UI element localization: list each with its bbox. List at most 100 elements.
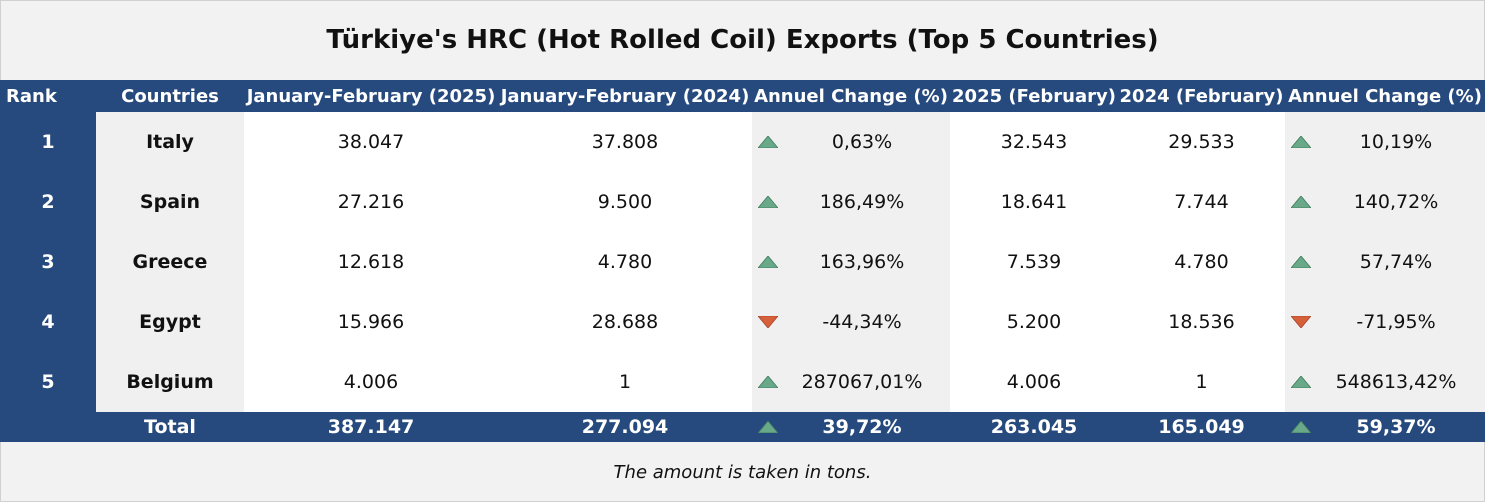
exports-table: Rank Countries January-February (2025) J…	[0, 80, 1485, 442]
change-value: 39,72%	[822, 416, 902, 438]
feb-2025-cell: 5.200	[950, 292, 1118, 352]
triangle-up-icon	[758, 196, 778, 208]
total-rank-cell	[0, 412, 96, 442]
triangle-up-icon	[1291, 136, 1311, 148]
change-value-wrap: -71,95%	[1285, 292, 1485, 352]
change-value-wrap: 10,19%	[1285, 112, 1485, 172]
change-value: 57,74%	[1359, 251, 1433, 273]
change-value-wrap: 186,49%	[752, 172, 950, 232]
annual-change-1-cell: 163,96%	[752, 232, 950, 292]
annual-change-2-cell: -71,95%	[1285, 292, 1485, 352]
country-cell: Egypt	[96, 292, 244, 352]
country-cell: Spain	[96, 172, 244, 232]
feb-2024-cell: 7.744	[1118, 172, 1285, 232]
annual-change-2-cell: 57,74%	[1285, 232, 1485, 292]
triangle-up-icon	[758, 256, 778, 268]
total-jan-feb-2025-cell: 387.147	[244, 412, 498, 442]
country-cell: Greece	[96, 232, 244, 292]
change-value-wrap: 140,72%	[1285, 172, 1485, 232]
feb-2024-cell: 18.536	[1118, 292, 1285, 352]
annual-change-1-cell: -44,34%	[752, 292, 950, 352]
annual-change-2-cell: 140,72%	[1285, 172, 1485, 232]
change-value-wrap: 287067,01%	[752, 352, 950, 412]
total-row: Total 387.147 277.094 39,72% 263.045 165.049 5…	[0, 412, 1485, 442]
chart-title: Türkiye's HRC (Hot Rolled Coil) Exports …	[326, 25, 1159, 55]
triangle-up-icon	[758, 136, 778, 148]
change-value: 10,19%	[1359, 131, 1433, 153]
change-value-wrap: 57,74%	[1285, 232, 1485, 292]
table-row: 1 Italy 38.047 37.808 0,63% 32.543 29.533 10,19…	[0, 112, 1485, 172]
jan-feb-2024-cell: 37.808	[498, 112, 752, 172]
rank-cell: 4	[0, 292, 96, 352]
change-value-wrap: 548613,42%	[1285, 352, 1485, 412]
triangle-down-icon	[758, 316, 778, 328]
change-value: 186,49%	[819, 191, 905, 213]
triangle-up-icon	[1291, 196, 1311, 208]
feb-2025-cell: 4.006	[950, 352, 1118, 412]
change-value: -71,95%	[1356, 311, 1436, 333]
triangle-up-icon	[1291, 376, 1311, 388]
triangle-up-icon	[1291, 421, 1311, 433]
annual-change-2-cell: 548613,42%	[1285, 352, 1485, 412]
table-row: 3 Greece 12.618 4.780 163,96% 7.539 4.780 57,74…	[0, 232, 1485, 292]
table-row: 4 Egypt 15.966 28.688 -44,34% 5.200 18.536 -71,…	[0, 292, 1485, 352]
annual-change-2-cell: 10,19%	[1285, 112, 1485, 172]
feb-2025-cell: 32.543	[950, 112, 1118, 172]
jan-feb-2025-cell: 38.047	[244, 112, 498, 172]
header-rank: Rank	[0, 80, 96, 112]
change-value-wrap: 59,37%	[1285, 412, 1485, 442]
jan-feb-2024-cell: 4.780	[498, 232, 752, 292]
jan-feb-2025-cell: 4.006	[244, 352, 498, 412]
country-cell: Belgium	[96, 352, 244, 412]
total-annual-change-1-cell: 39,72%	[752, 412, 950, 442]
total-annual-change-2-cell: 59,37%	[1285, 412, 1485, 442]
annual-change-1-cell: 0,63%	[752, 112, 950, 172]
annual-change-1-cell: 186,49%	[752, 172, 950, 232]
header-row: Rank Countries January-February (2025) J…	[0, 80, 1485, 112]
triangle-down-icon	[1291, 316, 1311, 328]
triangle-up-icon	[758, 421, 778, 433]
change-value: 163,96%	[819, 251, 905, 273]
table-row: 2 Spain 27.216 9.500 186,49% 18.641 7.744 140,7…	[0, 172, 1485, 232]
header-annual-change-2: Annuel Change (%)	[1285, 80, 1485, 112]
annual-change-1-cell: 287067,01%	[752, 352, 950, 412]
feb-2025-cell: 18.641	[950, 172, 1118, 232]
change-value: 287067,01%	[801, 371, 923, 393]
change-value-wrap: -44,34%	[752, 292, 950, 352]
header-jan-feb-2024: January-February (2024)	[498, 80, 752, 112]
feb-2024-cell: 29.533	[1118, 112, 1285, 172]
feb-2024-cell: 4.780	[1118, 232, 1285, 292]
country-cell: Italy	[96, 112, 244, 172]
rank-cell: 1	[0, 112, 96, 172]
feb-2024-cell: 1	[1118, 352, 1285, 412]
jan-feb-2025-cell: 15.966	[244, 292, 498, 352]
triangle-up-icon	[758, 376, 778, 388]
triangle-up-icon	[1291, 256, 1311, 268]
change-value-wrap: 163,96%	[752, 232, 950, 292]
feb-2025-cell: 7.539	[950, 232, 1118, 292]
jan-feb-2024-cell: 1	[498, 352, 752, 412]
total-label-cell: Total	[96, 412, 244, 442]
header-feb-2024: 2024 (February)	[1118, 80, 1285, 112]
header-jan-feb-2025: January-February (2025)	[244, 80, 498, 112]
jan-feb-2025-cell: 27.216	[244, 172, 498, 232]
header-feb-2025: 2025 (February)	[950, 80, 1118, 112]
rank-cell: 5	[0, 352, 96, 412]
header-countries: Countries	[96, 80, 244, 112]
jan-feb-2024-cell: 9.500	[498, 172, 752, 232]
header-annual-change-1: Annuel Change (%)	[752, 80, 950, 112]
change-value-wrap: 0,63%	[752, 112, 950, 172]
change-value: 548613,42%	[1335, 371, 1457, 393]
jan-feb-2025-cell: 12.618	[244, 232, 498, 292]
change-value: 0,63%	[831, 131, 893, 153]
change-value: -44,34%	[822, 311, 902, 333]
total-feb-2024-cell: 165.049	[1118, 412, 1285, 442]
change-value-wrap: 39,72%	[752, 412, 950, 442]
change-value: 59,37%	[1356, 416, 1436, 438]
rank-cell: 3	[0, 232, 96, 292]
change-value: 140,72%	[1353, 191, 1439, 213]
total-feb-2025-cell: 263.045	[950, 412, 1118, 442]
total-jan-feb-2024-cell: 277.094	[498, 412, 752, 442]
footnote: The amount is taken in tons.	[613, 462, 872, 483]
jan-feb-2024-cell: 28.688	[498, 292, 752, 352]
